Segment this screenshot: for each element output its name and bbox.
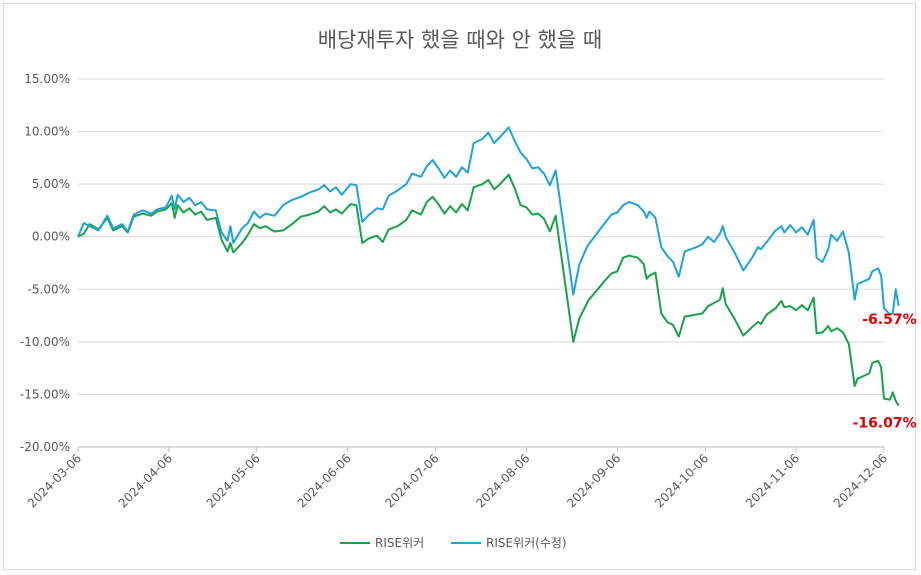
x-tick-label: 2024-08-06 <box>473 451 532 510</box>
gridlines <box>78 78 884 448</box>
y-tick-label: 15.00% <box>24 72 70 86</box>
series-line-0 <box>77 173 900 407</box>
x-tick-label: 2024-12-06 <box>831 451 890 510</box>
x-tick-label: 2024-07-06 <box>382 451 441 510</box>
x-tick-label: 2024-09-06 <box>564 451 623 510</box>
legend: RISE위커 RISE위커(수정) <box>340 536 567 550</box>
y-tick-label: -15.00% <box>20 387 70 401</box>
y-tick-label: -20.00% <box>20 440 70 454</box>
y-tick-label: -5.00% <box>28 282 70 296</box>
end-value-label: -6.57% <box>862 312 916 328</box>
x-tick-label: 2024-06-06 <box>295 451 354 510</box>
chart-frame: 배당재투자 했을 때와 안 했을 때 15.00% 10.00% 5.00% 0.00… <box>3 3 917 570</box>
y-tick-label: -10.00% <box>20 335 70 349</box>
legend-label: RISE위커 <box>375 536 424 550</box>
x-tick-label: 2024-03-06 <box>25 451 84 510</box>
line-chart: 배당재투자 했을 때와 안 했을 때 15.00% 10.00% 5.00% 0.00… <box>20 28 917 550</box>
y-tick-label: 0.00% <box>32 230 70 244</box>
series-lines <box>77 126 900 407</box>
x-tick-label: 2024-05-06 <box>204 451 263 510</box>
x-axis: 2024-03-06 2024-04-06 2024-05-06 2024-06-06… <box>25 446 890 510</box>
end-labels: -16.07% -6.57% <box>853 312 917 432</box>
x-tick-label: 2024-10-06 <box>652 451 711 510</box>
y-tick-label: 10.00% <box>24 125 70 139</box>
series-line-1 <box>77 126 900 316</box>
x-tick-label: 2024-04-06 <box>116 451 175 510</box>
legend-label: RISE위커(수정) <box>486 536 567 550</box>
x-tick-label: 2024-11-06 <box>743 451 802 510</box>
y-axis-ticks: 15.00% 10.00% 5.00% 0.00% -5.00% -10.00% -15.0… <box>20 72 70 454</box>
end-value-label: -16.07% <box>853 416 917 432</box>
chart-title: 배당재투자 했을 때와 안 했을 때 <box>318 28 603 52</box>
y-tick-label: 5.00% <box>32 177 70 191</box>
